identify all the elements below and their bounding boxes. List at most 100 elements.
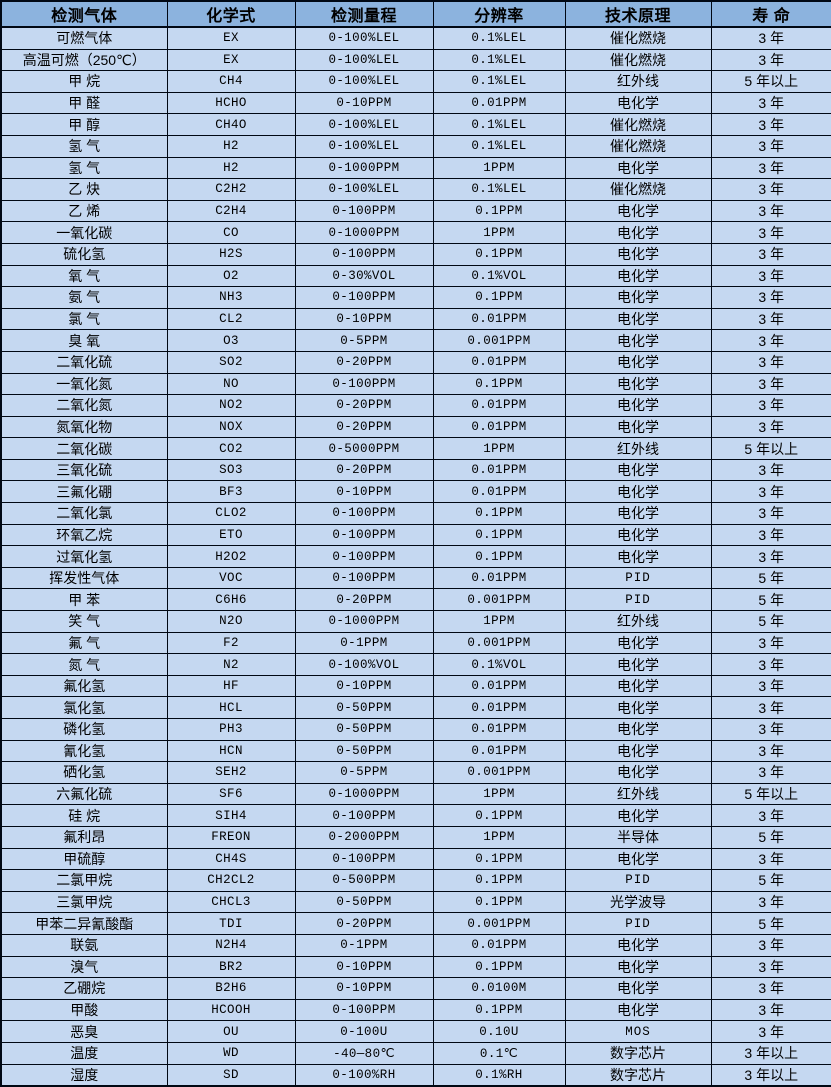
cell-gas: 氢 气 — [0, 134, 168, 158]
cell-life: 3 年以上 — [710, 1041, 831, 1065]
cell-principle: 电化学 — [564, 415, 712, 439]
cell-life: 3 年 — [710, 26, 831, 50]
table-row: 环氧乙烷 ETO 0-100PPM 0.1PPM 电化学 3 年 — [0, 523, 831, 547]
cell-life: 3 年 — [710, 91, 831, 115]
cell-resolution: 0.1%VOL — [432, 653, 566, 676]
cell-life: 3 年 — [710, 545, 831, 568]
cell-resolution: 1PPM — [432, 156, 566, 180]
cell-life: 3 年 — [710, 502, 831, 525]
cell-principle: 电化学 — [564, 977, 712, 1000]
cell-formula: SD — [166, 1063, 296, 1087]
cell-range: 0-100PPM — [294, 502, 434, 525]
table-row: 氯化氢 HCL 0-50PPM 0.01PPM 电化学 3 年 — [0, 696, 831, 719]
table-row: 二氧化硫 SO2 0-20PPM 0.01PPM 电化学 3 年 — [0, 350, 831, 374]
cell-life: 3 年 — [710, 977, 831, 1000]
table-row: 二氧化氮 NO2 0-20PPM 0.01PPM 电化学 3 年 — [0, 394, 831, 417]
cell-formula: H2O2 — [166, 545, 296, 568]
cell-principle: 催化燃烧 — [564, 178, 712, 201]
table-row: 甲硫醇 CH4S 0-100PPM 0.1PPM 电化学 3 年 — [0, 847, 831, 871]
table-row: 氮 气 N2 0-100%VOL 0.1%VOL 电化学 3 年 — [0, 653, 831, 676]
cell-formula: SO2 — [166, 350, 296, 374]
cell-formula: NO — [166, 372, 296, 396]
cell-formula: PH3 — [166, 718, 296, 741]
cell-life: 3 年以上 — [710, 1063, 831, 1087]
cell-range: 0-10PPM — [294, 307, 434, 331]
table-row: 过氧化氢 H2O2 0-100PPM 0.1PPM 电化学 3 年 — [0, 545, 831, 568]
cell-formula: C2H4 — [166, 199, 296, 223]
cell-life: 3 年 — [710, 48, 831, 72]
table-row: 一氧化碳 CO 0-1000PPM 1PPM 电化学 3 年 — [0, 221, 831, 244]
cell-resolution: 0.1PPM — [432, 502, 566, 525]
cell-resolution: 0.1PPM — [432, 286, 566, 309]
cell-range: 0-50PPM — [294, 890, 434, 914]
cell-range: 0-100U — [294, 1020, 434, 1043]
cell-formula: SEH2 — [166, 761, 296, 784]
cell-gas: 笑 气 — [0, 610, 168, 633]
cell-formula: WD — [166, 1041, 296, 1065]
cell-principle: 电化学 — [564, 502, 712, 525]
table-row: 二氧化碳 CO2 0-5000PPM 1PPM 红外线 5 年以上 — [0, 437, 831, 460]
cell-formula: HCN — [166, 739, 296, 763]
cell-range: 0-100PPM — [294, 804, 434, 827]
cell-gas: 二氧化氮 — [0, 394, 168, 417]
cell-principle: 电化学 — [564, 286, 712, 309]
table-row: 溴气 BR2 0-10PPM 0.1PPM 电化学 3 年 — [0, 955, 831, 979]
cell-gas: 联氨 — [0, 933, 168, 957]
cell-resolution: 1PPM — [432, 221, 566, 244]
table-row: 挥发性气体 VOC 0-100PPM 0.01PPM PID 5 年 — [0, 566, 831, 590]
cell-gas: 氯 气 — [0, 307, 168, 331]
cell-formula: CH4 — [166, 70, 296, 93]
cell-range: 0-10PPM — [294, 674, 434, 698]
cell-formula: O2 — [166, 264, 296, 288]
cell-gas: 硒化氢 — [0, 761, 168, 784]
cell-formula: BF3 — [166, 480, 296, 504]
cell-gas: 甲硫醇 — [0, 847, 168, 871]
cell-gas: 乙 烯 — [0, 199, 168, 223]
cell-resolution: 0.01PPM — [432, 566, 566, 590]
cell-life: 3 年 — [710, 394, 831, 417]
cell-range: 0-100%VOL — [294, 653, 434, 676]
table-row: 甲 苯 C6H6 0-20PPM 0.001PPM PID 5 年 — [0, 588, 831, 612]
cell-gas: 三氟化硼 — [0, 480, 168, 504]
cell-life: 5 年 — [710, 566, 831, 590]
cell-formula: HCOOH — [166, 998, 296, 1022]
cell-gas: 氮氧化物 — [0, 415, 168, 439]
cell-gas: 甲 烷 — [0, 70, 168, 93]
table-row: 氧 气 O2 0-30%VOL 0.1%VOL 电化学 3 年 — [0, 264, 831, 288]
cell-formula: SF6 — [166, 782, 296, 806]
cell-life: 5 年 — [710, 869, 831, 892]
cell-formula: O3 — [166, 329, 296, 352]
cell-formula: SIH4 — [166, 804, 296, 827]
cell-formula: N2H4 — [166, 933, 296, 957]
cell-formula: H2 — [166, 156, 296, 180]
cell-life: 3 年 — [710, 739, 831, 763]
cell-formula: CO — [166, 221, 296, 244]
cell-range: 0-100PPM — [294, 545, 434, 568]
cell-range: 0-20PPM — [294, 394, 434, 417]
cell-resolution: 0.001PPM — [432, 588, 566, 612]
cell-formula: B2H6 — [166, 977, 296, 1000]
cell-formula: TDI — [166, 912, 296, 935]
cell-range: 0-50PPM — [294, 739, 434, 763]
table-row: 二氧化氯 CLO2 0-100PPM 0.1PPM 电化学 3 年 — [0, 502, 831, 525]
cell-resolution: 1PPM — [432, 610, 566, 633]
cell-formula: CH4S — [166, 847, 296, 871]
table-row: 氢 气 H2 0-100%LEL 0.1%LEL 催化燃烧 3 年 — [0, 134, 831, 158]
cell-resolution: 0.001PPM — [432, 329, 566, 352]
cell-principle: 电化学 — [564, 221, 712, 244]
cell-range: 0-100%LEL — [294, 134, 434, 158]
cell-principle: 电化学 — [564, 264, 712, 288]
cell-range: 0-100PPM — [294, 523, 434, 547]
cell-range: 0-5000PPM — [294, 437, 434, 460]
cell-resolution: 0.01PPM — [432, 394, 566, 417]
cell-range: 0-100%LEL — [294, 70, 434, 93]
cell-range: 0-5PPM — [294, 761, 434, 784]
table-row: 甲 醇 CH4O 0-100%LEL 0.1%LEL 催化燃烧 3 年 — [0, 113, 831, 136]
cell-principle: MOS — [564, 1020, 712, 1043]
cell-formula: CL2 — [166, 307, 296, 331]
cell-life: 3 年 — [710, 631, 831, 655]
table-row: 氢 气 H2 0-1000PPM 1PPM 电化学 3 年 — [0, 156, 831, 180]
cell-range: 0-500PPM — [294, 869, 434, 892]
cell-life: 3 年 — [710, 372, 831, 396]
